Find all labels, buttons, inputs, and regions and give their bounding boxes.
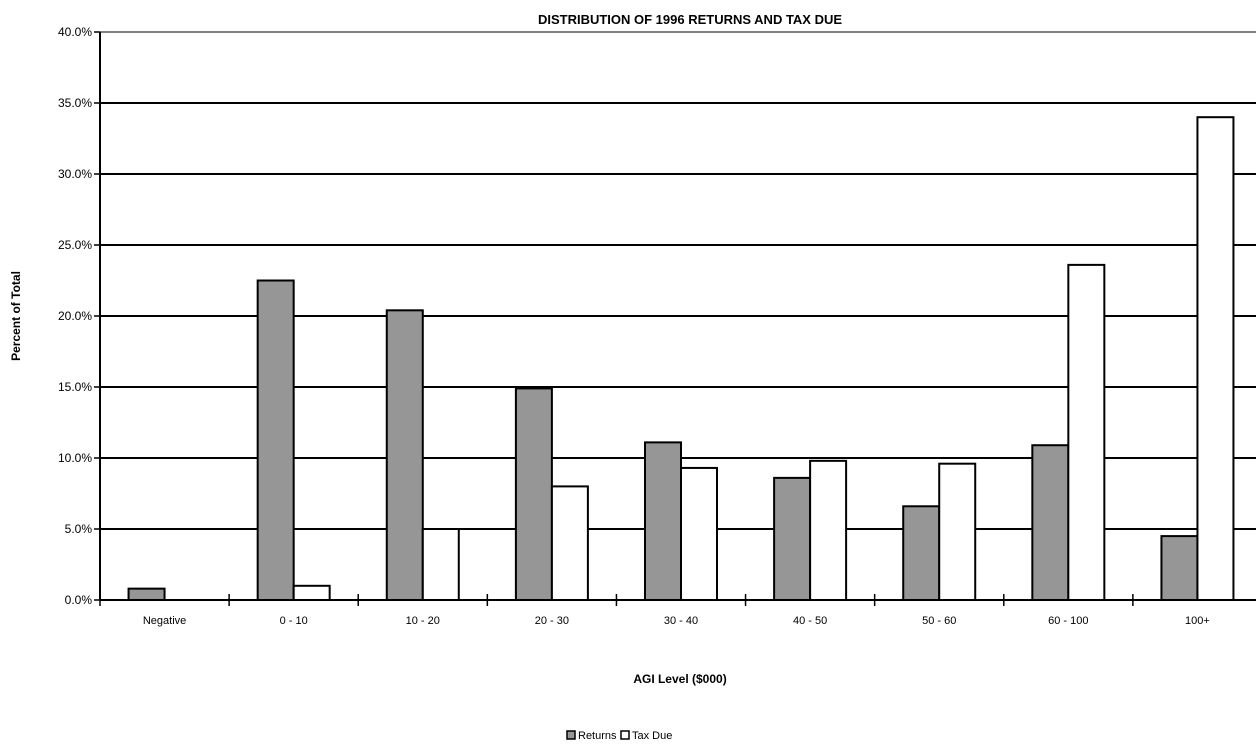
legend-label-returns: Returns (578, 730, 617, 742)
x-tick-label: 60 - 100 (1048, 615, 1088, 627)
bar-returns (1160, 535, 1199, 601)
bar-returns (256, 279, 295, 601)
bar-tax-due (1196, 116, 1235, 601)
x-tick-label: 20 - 30 (535, 615, 569, 627)
legend: Returns Tax Due (566, 730, 672, 742)
legend-swatch-returns (566, 730, 576, 740)
y-tick-label: 25.0% (58, 238, 92, 252)
axes (94, 31, 1256, 606)
y-tick-label: 15.0% (58, 380, 92, 394)
legend-label-tax-due: Tax Due (632, 730, 672, 742)
y-tick-label: 35.0% (58, 96, 92, 110)
bar-returns (514, 387, 553, 602)
bar-returns (773, 476, 812, 602)
bar-tax-due (1067, 263, 1106, 601)
chart-title: DISTRIBUTION OF 1996 RETURNS AND TAX DUE (538, 12, 842, 27)
x-tick-label: 30 - 40 (664, 615, 698, 627)
bar-tax-due (292, 584, 331, 601)
x-tick-label: Negative (143, 615, 186, 627)
y-tick-labels: 0.0% 5.0% 10.0% 15.0% 20.0% 25.0% 30.0% 35.0% 40… (58, 25, 92, 607)
y-tick-label: 5.0% (65, 522, 93, 536)
x-tick-label: 100+ (1185, 615, 1210, 627)
bar-tax-due (809, 459, 848, 601)
x-tick-label: 50 - 60 (922, 615, 956, 627)
bar-returns (902, 505, 941, 601)
y-axis-label: Percent of Total (9, 271, 23, 361)
bar-returns (644, 441, 682, 601)
bar-tax-due (421, 528, 460, 601)
x-axis-label: AGI Level ($000) (633, 672, 726, 686)
y-tick-label: 10.0% (58, 451, 92, 465)
bar-returns (127, 587, 166, 602)
bars (127, 116, 1235, 602)
x-tick-label: 10 - 20 (406, 615, 440, 627)
x-tick-labels: Negative 0 - 10 10 - 20 20 - 30 30 - 40 40 - … (143, 615, 1210, 627)
bar-tax-due (938, 462, 977, 601)
bar-returns (1031, 444, 1070, 601)
bar-tax-due (680, 466, 718, 601)
y-tick-label: 20.0% (58, 309, 92, 323)
y-tick-label: 40.0% (58, 25, 92, 39)
x-tick-label: 0 - 10 (280, 615, 308, 627)
y-tick-label: 30.0% (58, 167, 92, 181)
bar-tax-due (550, 485, 589, 601)
y-tick-label: 0.0% (65, 593, 93, 607)
legend-swatch-tax-due (620, 730, 630, 740)
x-tick-label: 40 - 50 (793, 615, 827, 627)
bar-returns (385, 309, 424, 601)
